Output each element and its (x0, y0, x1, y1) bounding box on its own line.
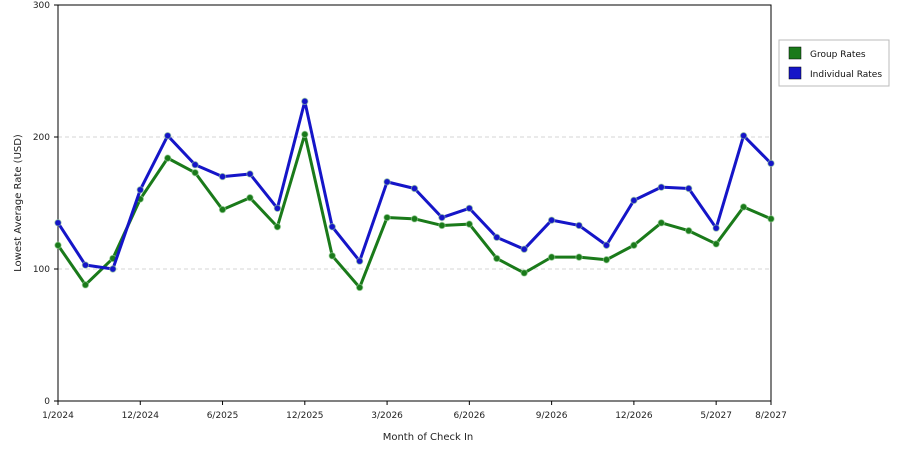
data-point-individual-rates (355, 257, 364, 265)
series-lines (54, 97, 775, 292)
y-axis-ticks: 0 100 200 300 (33, 1, 58, 407)
data-point-group-rates (685, 227, 693, 235)
data-point-group-rates (493, 254, 501, 263)
data-point-individual-rates (81, 261, 90, 269)
data-point-group-rates (81, 281, 90, 289)
data-point-group-rates (54, 241, 62, 249)
data-point-group-rates (246, 194, 254, 202)
x-axis-title: Month of Check In (383, 432, 474, 443)
data-point-individual-rates (438, 213, 446, 222)
y-axis-title: Lowest Average Rate (USD) (13, 134, 24, 272)
x-tick-label: 6/2026 (454, 411, 486, 421)
x-tick-label: 12/2024 (122, 411, 160, 421)
data-point-group-rates (163, 154, 172, 162)
legend-label-individual-rates: Individual Rates (810, 70, 882, 80)
x-tick-label: 9/2026 (536, 411, 568, 421)
data-point-individual-rates (301, 97, 309, 106)
data-point-individual-rates (575, 221, 583, 230)
legend-label-group-rates: Group Rates (810, 50, 866, 60)
data-point-group-rates (465, 220, 474, 228)
data-point-group-rates (657, 219, 666, 227)
data-point-group-rates (575, 253, 583, 261)
plot-area-frame (57, 4, 772, 402)
x-tick-label: 1/2024 (42, 411, 74, 421)
y-tick-label: 0 (44, 397, 50, 407)
x-axis-ticks: 1/2024 12/2024 6/2025 12/2025 3/2026 6/2026 9/… (42, 401, 787, 421)
data-point-group-rates (520, 269, 528, 277)
data-point-group-rates (630, 241, 638, 249)
data-point-individual-rates (465, 204, 474, 212)
data-point-individual-rates (739, 131, 748, 140)
y-tick-label: 300 (33, 1, 50, 11)
x-tick-label: 12/2025 (286, 411, 323, 421)
data-point-individual-rates (547, 216, 556, 224)
data-point-individual-rates (685, 184, 693, 193)
data-point-group-rates (218, 205, 227, 214)
data-point-individual-rates (767, 159, 775, 168)
data-point-individual-rates (520, 245, 528, 253)
data-point-group-rates (383, 213, 391, 222)
data-point-individual-rates (218, 172, 227, 181)
x-tick-label: 8/2027 (755, 411, 787, 421)
x-tick-label: 12/2026 (615, 411, 653, 421)
data-point-group-rates (712, 240, 720, 248)
legend-swatch-group-rates (788, 46, 802, 60)
data-point-individual-rates (246, 170, 254, 178)
legend: Group Rates Individual Rates (778, 39, 890, 87)
data-point-individual-rates (602, 241, 611, 249)
x-tick-label: 5/2027 (700, 411, 732, 421)
data-point-individual-rates (163, 131, 172, 140)
data-point-individual-rates (383, 178, 391, 186)
data-point-group-rates (301, 130, 309, 139)
y-tick-label: 100 (33, 265, 50, 275)
data-point-group-rates (438, 221, 446, 230)
data-point-individual-rates (328, 223, 336, 231)
data-point-group-rates (602, 256, 611, 264)
data-point-group-rates (410, 215, 419, 223)
data-point-individual-rates (630, 196, 638, 205)
legend-swatch-individual-rates (788, 66, 802, 80)
data-point-group-rates (328, 252, 336, 260)
x-tick-label: 3/2026 (371, 411, 403, 421)
data-point-group-rates (739, 203, 748, 211)
data-point-individual-rates (136, 186, 144, 194)
data-point-group-rates (767, 215, 775, 223)
data-point-individual-rates (657, 183, 666, 191)
data-point-group-rates (547, 253, 556, 261)
x-tick-label: 6/2025 (207, 411, 239, 421)
data-point-group-rates (191, 168, 199, 177)
data-point-individual-rates (54, 219, 62, 227)
data-point-individual-rates (410, 184, 419, 193)
data-point-individual-rates (191, 161, 199, 169)
y-tick-label: 200 (33, 133, 50, 143)
data-point-group-rates (355, 283, 364, 292)
data-point-individual-rates (712, 224, 720, 232)
data-point-group-rates (273, 223, 282, 231)
data-point-individual-rates (109, 265, 117, 273)
data-point-individual-rates (493, 233, 501, 242)
data-point-individual-rates (273, 204, 282, 212)
